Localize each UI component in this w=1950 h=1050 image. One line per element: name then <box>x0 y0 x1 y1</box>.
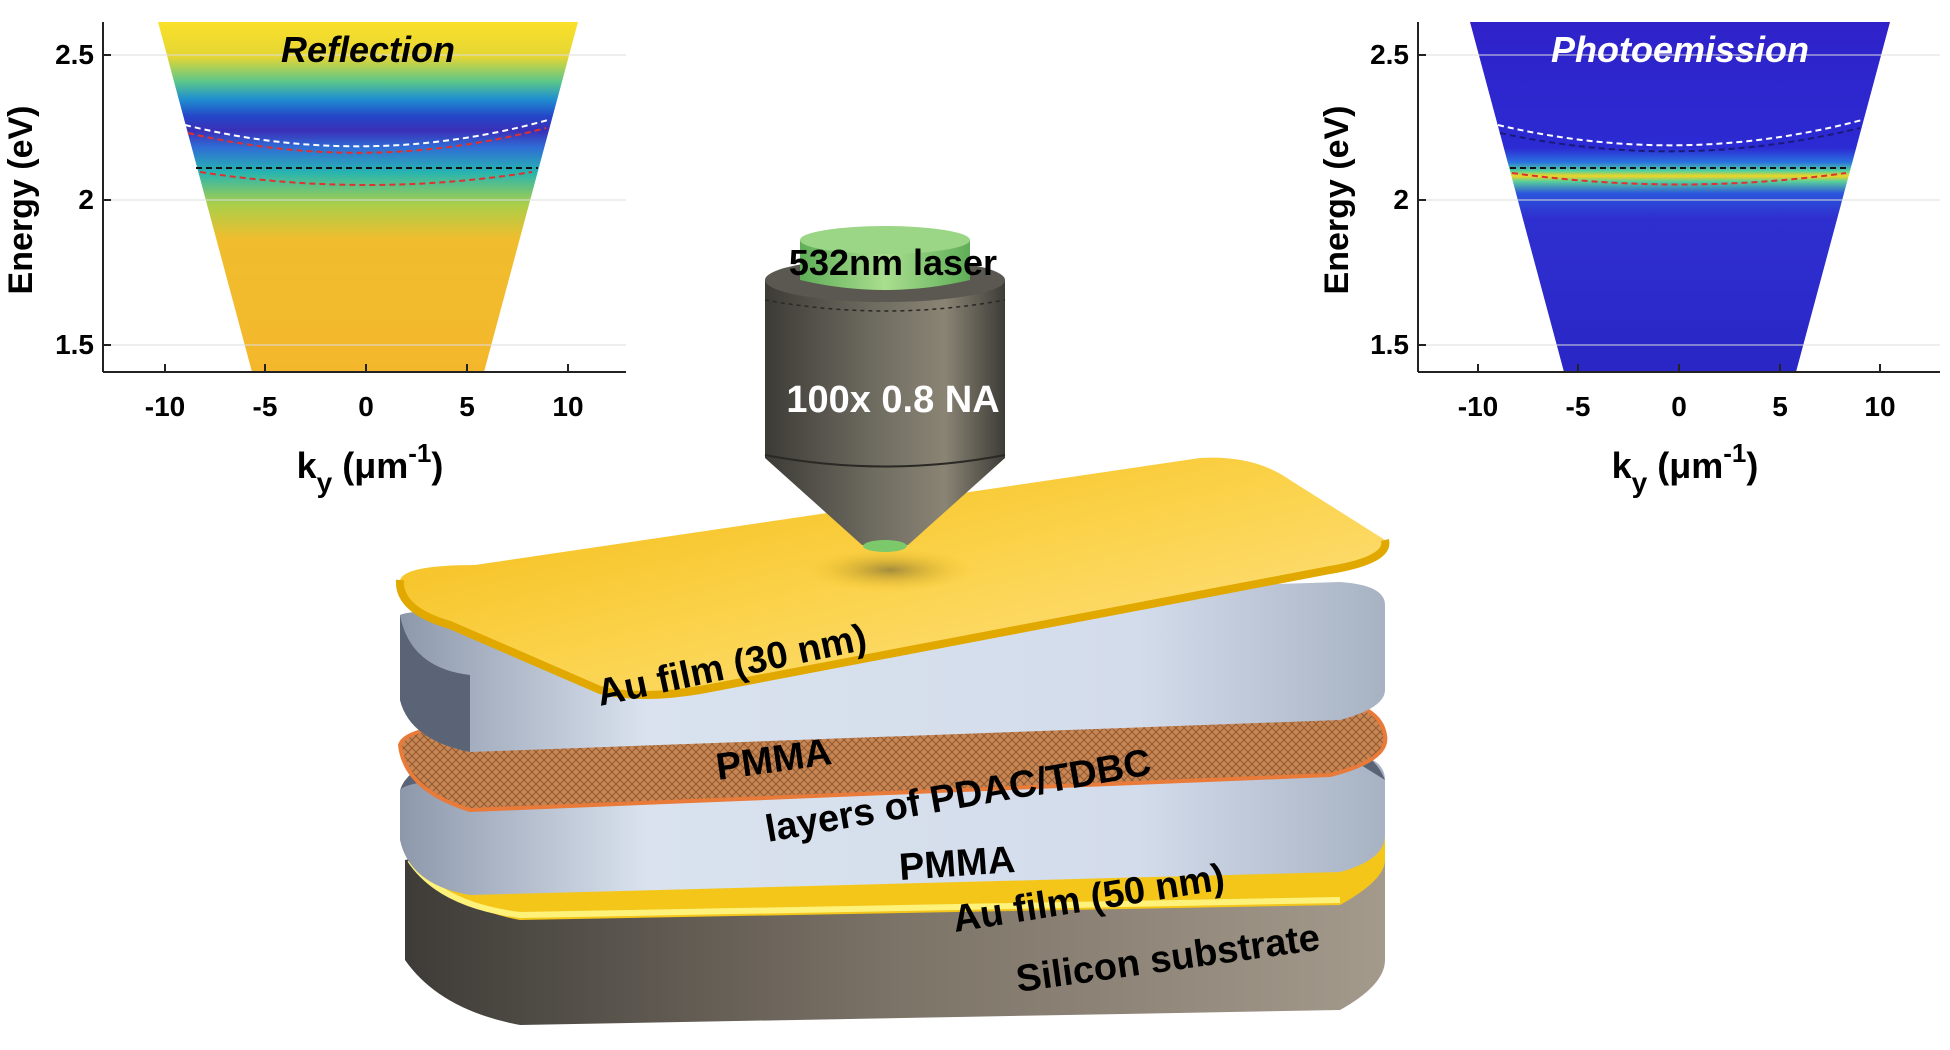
reflection-ytick-label: 2.5 <box>55 39 94 70</box>
laser-spot <box>805 548 975 592</box>
reflection-lower-polariton-line <box>199 171 533 186</box>
reflection-x-axis-label: ky (μm-1) <box>297 438 444 498</box>
reflection-tick-marks <box>103 54 569 372</box>
microscope-objective: 532nm laser 100x 0.8 NA <box>764 226 1006 552</box>
reflection-xtick-label: 10 <box>552 391 583 422</box>
reflection-plot: 2.5 2 1.5 -10 -5 0 5 10 Reflection Energ… <box>2 22 626 498</box>
photoemission-xtick-label: 10 <box>1864 391 1895 422</box>
photoemission-ytick-label: 2.5 <box>1370 39 1409 70</box>
photoemission-ytick-label: 2 <box>1393 184 1409 215</box>
objective-cone <box>765 458 1005 545</box>
reflection-xtick-label: -10 <box>145 391 185 422</box>
sample-stack <box>395 457 1390 1025</box>
photoemission-xtick-label: -5 <box>1566 391 1591 422</box>
objective-tip-light <box>863 540 907 552</box>
photoemission-plot: 2.5 2 1.5 -10 -5 0 5 10 Photoemission En… <box>1318 22 1940 498</box>
laser-beam <box>800 240 970 290</box>
photoemission-xtick-label: 0 <box>1671 391 1687 422</box>
au-film-top-edge <box>395 539 1390 699</box>
photoemission-y-axis-label: Energy (eV) <box>1318 106 1356 295</box>
reflection-xtick-label: 5 <box>459 391 475 422</box>
photoemission-spectrum-image <box>1470 22 1890 372</box>
objective-back-line <box>764 299 1006 312</box>
photoemission-ytick-label: 1.5 <box>1370 329 1409 360</box>
reflection-title: Reflection <box>281 29 455 70</box>
reflection-cavity-line <box>187 127 547 154</box>
reflection-spectrum-image <box>158 22 578 372</box>
objective-body <box>765 280 1005 468</box>
reflection-upper-polariton-line <box>184 119 549 148</box>
objective-collar-line <box>764 454 1006 468</box>
reflection-ytick-label: 1.5 <box>55 329 94 360</box>
laser-beam-top <box>800 226 970 254</box>
pmma-top-side <box>400 615 470 752</box>
reflection-xtick-label: 0 <box>358 391 374 422</box>
reflection-ytick-label: 2 <box>78 184 94 215</box>
reflection-y-axis-label: Energy (eV) <box>2 106 40 295</box>
objective-na-label: 100x 0.8 NA <box>786 379 999 421</box>
photoemission-x-axis-label: ky (μm-1) <box>1612 438 1759 498</box>
photoemission-title: Photoemission <box>1551 29 1809 70</box>
photoemission-upper-polariton-line <box>1497 119 1863 147</box>
reflection-xtick-label: -5 <box>253 391 278 422</box>
laser-label: 532nm laser <box>789 242 997 283</box>
photoemission-tick-marks <box>1418 54 1881 372</box>
pmma-bottom-label: PMMA <box>898 839 1017 889</box>
photoemission-xtick-label: 5 <box>1772 391 1788 422</box>
photoemission-lower-polariton-line <box>1511 172 1847 186</box>
photoemission-xtick-label: -10 <box>1458 391 1498 422</box>
photoemission-cavity-line <box>1499 127 1861 153</box>
